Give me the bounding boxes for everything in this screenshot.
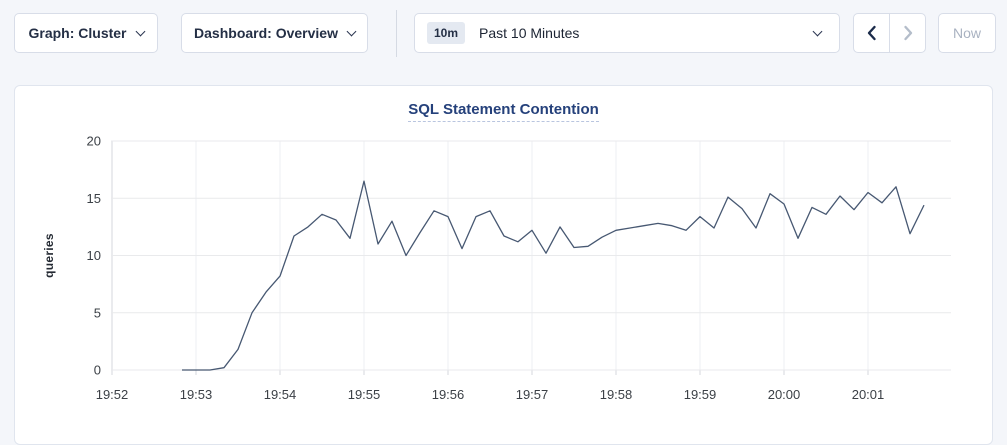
chart-title-row: SQL Statement Contention	[15, 101, 992, 122]
next-range-button[interactable]	[890, 14, 925, 52]
prev-range-button[interactable]	[854, 14, 889, 52]
time-range-badge: 10m	[427, 22, 466, 44]
svg-text:20: 20	[87, 134, 101, 149]
chevron-down-icon	[135, 26, 145, 36]
svg-text:15: 15	[87, 191, 101, 206]
dashboard-dropdown[interactable]: Dashboard: Overview	[181, 13, 368, 53]
svg-text:queries: queries	[42, 233, 56, 278]
time-range-dropdown[interactable]: 10m Past 10 Minutes	[414, 13, 840, 53]
svg-text:19:59: 19:59	[684, 387, 717, 402]
svg-text:19:57: 19:57	[516, 387, 549, 402]
svg-text:19:54: 19:54	[264, 387, 297, 402]
now-button[interactable]: Now	[938, 13, 996, 53]
chevron-right-icon	[903, 25, 912, 41]
svg-text:10: 10	[87, 248, 101, 263]
svg-text:19:58: 19:58	[600, 387, 633, 402]
svg-text:20:01: 20:01	[852, 387, 885, 402]
dashboard-dropdown-label: Dashboard: Overview	[194, 25, 338, 41]
svg-text:5: 5	[94, 305, 101, 320]
time-range-nav	[853, 13, 926, 53]
nav-divider	[889, 14, 890, 52]
svg-text:0: 0	[94, 363, 101, 378]
svg-text:19:52: 19:52	[96, 387, 129, 402]
chevron-down-icon	[812, 26, 823, 36]
svg-text:19:55: 19:55	[348, 387, 381, 402]
svg-text:20:00: 20:00	[768, 387, 801, 402]
svg-text:19:56: 19:56	[432, 387, 465, 402]
chart-title[interactable]: SQL Statement Contention	[408, 101, 599, 122]
chart-svg[interactable]: 19:52 19:53 19:54 19:55 19:56 19:57 19:58 19:59…	[15, 126, 994, 421]
chevron-left-icon	[867, 25, 876, 41]
time-range-label: Past 10 Minutes	[479, 25, 580, 41]
graph-dropdown[interactable]: Graph: Cluster	[14, 13, 158, 53]
graph-dropdown-label: Graph: Cluster	[28, 25, 127, 41]
svg-text:19:53: 19:53	[180, 387, 213, 402]
toolbar: Graph: Cluster Dashboard: Overview 10m P…	[0, 0, 1007, 85]
toolbar-divider	[396, 10, 397, 57]
chevron-down-icon	[346, 26, 357, 36]
chart-panel: SQL Statement Contention 19:52 19:53 19:54…	[14, 85, 993, 445]
